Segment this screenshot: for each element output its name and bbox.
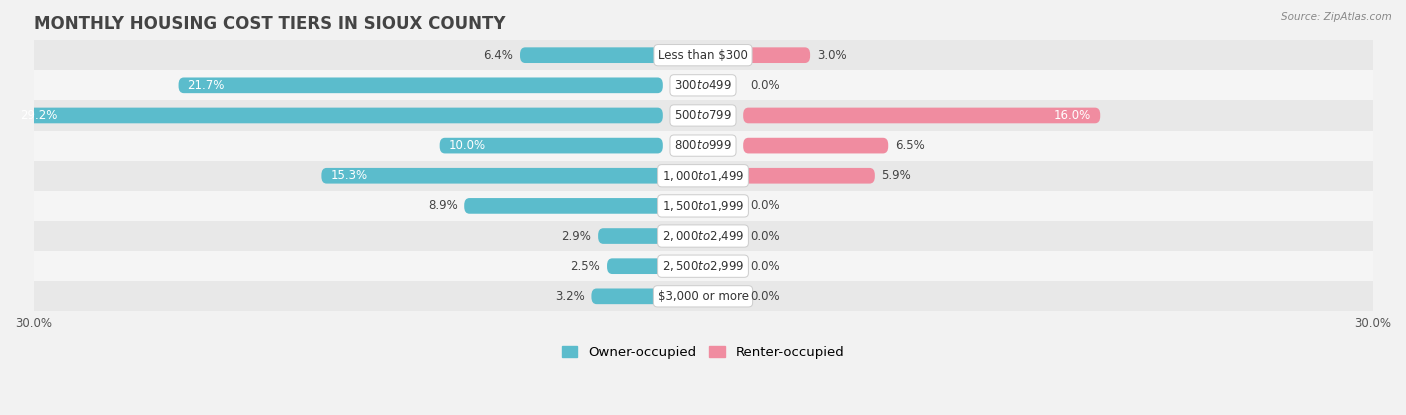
Text: 5.9%: 5.9% — [882, 169, 911, 182]
FancyBboxPatch shape — [464, 198, 662, 214]
Text: MONTHLY HOUSING COST TIERS IN SIOUX COUNTY: MONTHLY HOUSING COST TIERS IN SIOUX COUN… — [34, 15, 505, 33]
FancyBboxPatch shape — [322, 168, 662, 183]
Text: 3.2%: 3.2% — [555, 290, 585, 303]
FancyBboxPatch shape — [598, 228, 662, 244]
Text: $800 to $999: $800 to $999 — [673, 139, 733, 152]
Text: $1,500 to $1,999: $1,500 to $1,999 — [662, 199, 744, 213]
FancyBboxPatch shape — [744, 168, 875, 183]
Text: $2,500 to $2,999: $2,500 to $2,999 — [662, 259, 744, 273]
FancyBboxPatch shape — [592, 288, 662, 304]
FancyBboxPatch shape — [34, 70, 1372, 100]
Text: 0.0%: 0.0% — [749, 199, 779, 212]
Text: Less than $300: Less than $300 — [658, 49, 748, 62]
FancyBboxPatch shape — [34, 131, 1372, 161]
Legend: Owner-occupied, Renter-occupied: Owner-occupied, Renter-occupied — [557, 341, 849, 364]
Text: 2.5%: 2.5% — [571, 260, 600, 273]
FancyBboxPatch shape — [744, 47, 810, 63]
FancyBboxPatch shape — [744, 138, 889, 154]
FancyBboxPatch shape — [179, 78, 662, 93]
Text: 2.9%: 2.9% — [561, 229, 592, 242]
Text: $1,000 to $1,499: $1,000 to $1,499 — [662, 169, 744, 183]
FancyBboxPatch shape — [34, 221, 1372, 251]
FancyBboxPatch shape — [34, 281, 1372, 311]
Text: 0.0%: 0.0% — [749, 229, 779, 242]
Text: Source: ZipAtlas.com: Source: ZipAtlas.com — [1281, 12, 1392, 22]
FancyBboxPatch shape — [34, 100, 1372, 131]
FancyBboxPatch shape — [11, 107, 662, 123]
Text: $2,000 to $2,499: $2,000 to $2,499 — [662, 229, 744, 243]
Text: 0.0%: 0.0% — [749, 260, 779, 273]
Text: $3,000 or more: $3,000 or more — [658, 290, 748, 303]
FancyBboxPatch shape — [34, 161, 1372, 191]
Text: $300 to $499: $300 to $499 — [673, 79, 733, 92]
Text: $500 to $799: $500 to $799 — [673, 109, 733, 122]
Text: 29.2%: 29.2% — [20, 109, 58, 122]
FancyBboxPatch shape — [34, 40, 1372, 70]
FancyBboxPatch shape — [520, 47, 662, 63]
FancyBboxPatch shape — [34, 191, 1372, 221]
Text: 0.0%: 0.0% — [749, 290, 779, 303]
Text: 6.5%: 6.5% — [896, 139, 925, 152]
FancyBboxPatch shape — [744, 107, 1101, 123]
FancyBboxPatch shape — [440, 138, 662, 154]
Text: 6.4%: 6.4% — [484, 49, 513, 62]
Text: 0.0%: 0.0% — [749, 79, 779, 92]
Text: 16.0%: 16.0% — [1054, 109, 1091, 122]
Text: 15.3%: 15.3% — [330, 169, 367, 182]
Text: 3.0%: 3.0% — [817, 49, 846, 62]
Text: 8.9%: 8.9% — [427, 199, 457, 212]
FancyBboxPatch shape — [34, 251, 1372, 281]
FancyBboxPatch shape — [607, 259, 662, 274]
Text: 21.7%: 21.7% — [187, 79, 225, 92]
Text: 10.0%: 10.0% — [449, 139, 485, 152]
